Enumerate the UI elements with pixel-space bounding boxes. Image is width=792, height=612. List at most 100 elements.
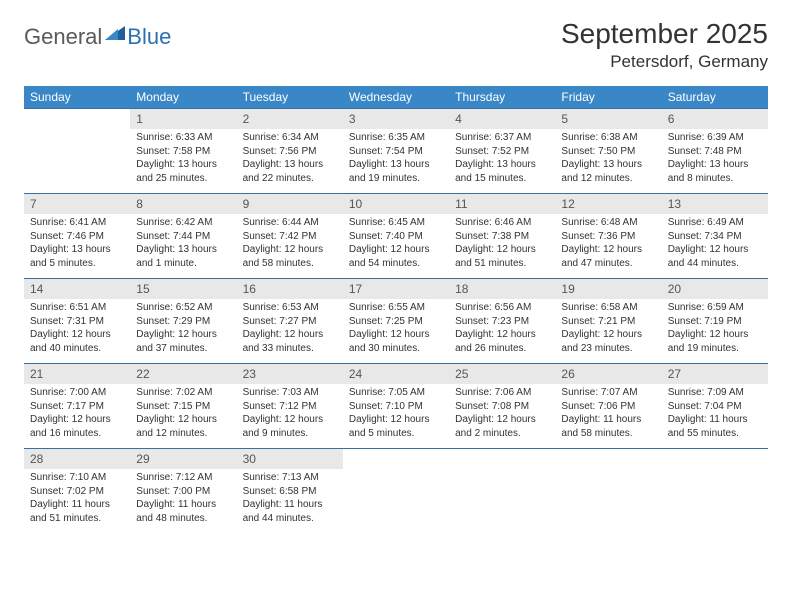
day1-text: Daylight: 12 hours (349, 328, 443, 342)
day-number-cell: 15 (130, 279, 236, 300)
logo-text-general: General (24, 24, 102, 50)
day1-text: Daylight: 11 hours (136, 498, 230, 512)
sunset-text: Sunset: 7:50 PM (561, 145, 655, 159)
day1-text: Daylight: 12 hours (136, 328, 230, 342)
day2-text: and 58 minutes. (561, 427, 655, 441)
sunset-text: Sunset: 7:12 PM (243, 400, 337, 414)
day-info-cell: Sunrise: 7:07 AMSunset: 7:06 PMDaylight:… (555, 384, 661, 449)
day-info-cell: Sunrise: 7:06 AMSunset: 7:08 PMDaylight:… (449, 384, 555, 449)
sunrise-text: Sunrise: 7:09 AM (668, 386, 762, 400)
sunrise-text: Sunrise: 7:02 AM (136, 386, 230, 400)
sunrise-text: Sunrise: 6:53 AM (243, 301, 337, 315)
sunset-text: Sunset: 7:40 PM (349, 230, 443, 244)
sunrise-text: Sunrise: 6:55 AM (349, 301, 443, 315)
day-info-row: Sunrise: 7:10 AMSunset: 7:02 PMDaylight:… (24, 469, 768, 533)
sunset-text: Sunset: 7:10 PM (349, 400, 443, 414)
day-info-cell: Sunrise: 6:33 AMSunset: 7:58 PMDaylight:… (130, 129, 236, 194)
day2-text: and 44 minutes. (668, 257, 762, 271)
sunset-text: Sunset: 7:52 PM (455, 145, 549, 159)
day-number-row: 282930 (24, 449, 768, 470)
day-number-cell: 17 (343, 279, 449, 300)
day-number-cell: 14 (24, 279, 130, 300)
day-number-cell: 10 (343, 194, 449, 215)
weekday-header: Wednesday (343, 86, 449, 109)
day2-text: and 33 minutes. (243, 342, 337, 356)
day-info-cell: Sunrise: 6:44 AMSunset: 7:42 PMDaylight:… (237, 214, 343, 279)
calendar-table: Sunday Monday Tuesday Wednesday Thursday… (24, 86, 768, 533)
sunset-text: Sunset: 7:42 PM (243, 230, 337, 244)
day-number-cell: 6 (662, 109, 768, 130)
day-number-cell: 23 (237, 364, 343, 385)
sunset-text: Sunset: 7:21 PM (561, 315, 655, 329)
sunset-text: Sunset: 6:58 PM (243, 485, 337, 499)
day-number-cell: 8 (130, 194, 236, 215)
day2-text: and 2 minutes. (455, 427, 549, 441)
sunrise-text: Sunrise: 6:44 AM (243, 216, 337, 230)
day2-text: and 25 minutes. (136, 172, 230, 186)
day-number-cell (662, 449, 768, 470)
sunrise-text: Sunrise: 6:59 AM (668, 301, 762, 315)
sunset-text: Sunset: 7:29 PM (136, 315, 230, 329)
day-info-cell: Sunrise: 7:13 AMSunset: 6:58 PMDaylight:… (237, 469, 343, 533)
day1-text: Daylight: 12 hours (349, 413, 443, 427)
day2-text: and 22 minutes. (243, 172, 337, 186)
day1-text: Daylight: 11 hours (561, 413, 655, 427)
sunrise-text: Sunrise: 6:51 AM (30, 301, 124, 315)
day-number-cell: 12 (555, 194, 661, 215)
day1-text: Daylight: 13 hours (349, 158, 443, 172)
sunrise-text: Sunrise: 6:46 AM (455, 216, 549, 230)
logo-text-blue: Blue (127, 24, 171, 50)
logo-sail-icon (105, 24, 125, 40)
day-info-cell: Sunrise: 7:10 AMSunset: 7:02 PMDaylight:… (24, 469, 130, 533)
sunset-text: Sunset: 7:08 PM (455, 400, 549, 414)
day-info-cell: Sunrise: 6:58 AMSunset: 7:21 PMDaylight:… (555, 299, 661, 364)
sunrise-text: Sunrise: 6:42 AM (136, 216, 230, 230)
day-info-cell: Sunrise: 6:56 AMSunset: 7:23 PMDaylight:… (449, 299, 555, 364)
day1-text: Daylight: 12 hours (668, 328, 762, 342)
day-info-cell: Sunrise: 6:42 AMSunset: 7:44 PMDaylight:… (130, 214, 236, 279)
sunrise-text: Sunrise: 6:49 AM (668, 216, 762, 230)
day1-text: Daylight: 12 hours (243, 328, 337, 342)
day1-text: Daylight: 12 hours (455, 413, 549, 427)
day-info-cell: Sunrise: 7:12 AMSunset: 7:00 PMDaylight:… (130, 469, 236, 533)
location: Petersdorf, Germany (561, 52, 768, 72)
day1-text: Daylight: 11 hours (30, 498, 124, 512)
day1-text: Daylight: 12 hours (455, 243, 549, 257)
day-info-cell: Sunrise: 6:41 AMSunset: 7:46 PMDaylight:… (24, 214, 130, 279)
sunset-text: Sunset: 7:46 PM (30, 230, 124, 244)
sunrise-text: Sunrise: 7:07 AM (561, 386, 655, 400)
day2-text: and 51 minutes. (455, 257, 549, 271)
logo: General Blue (24, 24, 171, 50)
day-number-cell: 22 (130, 364, 236, 385)
day-info-cell: Sunrise: 6:46 AMSunset: 7:38 PMDaylight:… (449, 214, 555, 279)
day2-text: and 8 minutes. (668, 172, 762, 186)
day-info-cell: Sunrise: 6:53 AMSunset: 7:27 PMDaylight:… (237, 299, 343, 364)
day2-text: and 12 minutes. (136, 427, 230, 441)
day2-text: and 37 minutes. (136, 342, 230, 356)
sunset-text: Sunset: 7:02 PM (30, 485, 124, 499)
day1-text: Daylight: 12 hours (30, 413, 124, 427)
day-info-row: Sunrise: 7:00 AMSunset: 7:17 PMDaylight:… (24, 384, 768, 449)
sunset-text: Sunset: 7:17 PM (30, 400, 124, 414)
day-number-cell (555, 449, 661, 470)
day-number-cell: 26 (555, 364, 661, 385)
day2-text: and 48 minutes. (136, 512, 230, 526)
day-info-cell (24, 129, 130, 194)
day-number-cell: 7 (24, 194, 130, 215)
weekday-header-row: Sunday Monday Tuesday Wednesday Thursday… (24, 86, 768, 109)
sunrise-text: Sunrise: 7:13 AM (243, 471, 337, 485)
day-number-cell: 18 (449, 279, 555, 300)
sunrise-text: Sunrise: 6:52 AM (136, 301, 230, 315)
sunset-text: Sunset: 7:31 PM (30, 315, 124, 329)
day2-text: and 44 minutes. (243, 512, 337, 526)
sunset-text: Sunset: 7:19 PM (668, 315, 762, 329)
sunset-text: Sunset: 7:48 PM (668, 145, 762, 159)
day-number-row: 78910111213 (24, 194, 768, 215)
sunrise-text: Sunrise: 7:00 AM (30, 386, 124, 400)
day-number-cell: 19 (555, 279, 661, 300)
day1-text: Daylight: 13 hours (136, 158, 230, 172)
day2-text: and 5 minutes. (349, 427, 443, 441)
sunset-text: Sunset: 7:56 PM (243, 145, 337, 159)
day1-text: Daylight: 12 hours (455, 328, 549, 342)
day1-text: Daylight: 13 hours (668, 158, 762, 172)
